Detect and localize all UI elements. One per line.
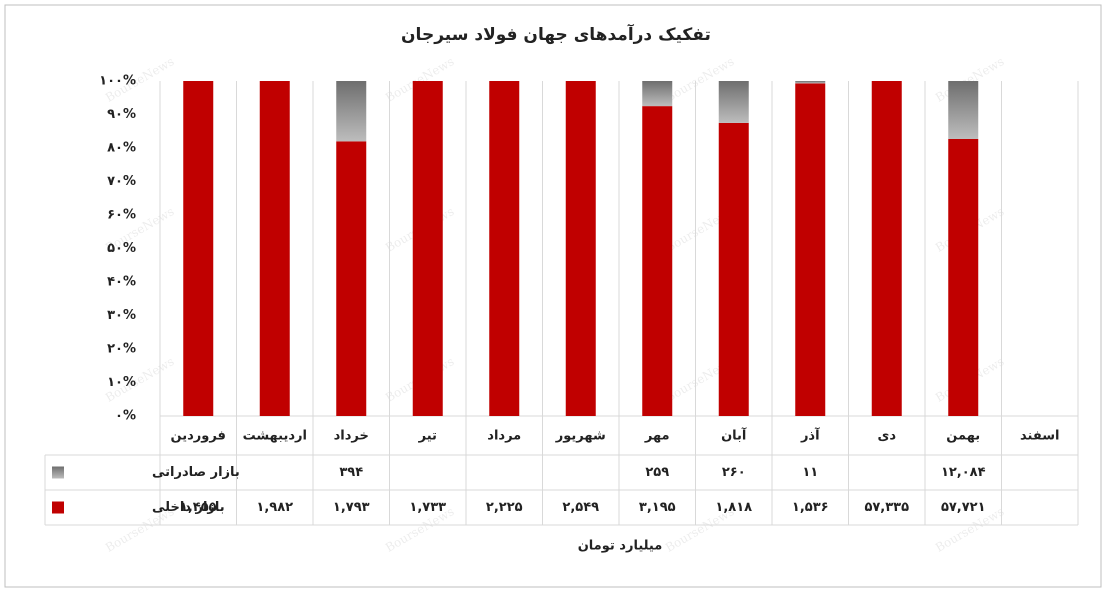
table-value: ۲,۲۲۵ xyxy=(486,500,523,515)
bar-segment xyxy=(183,81,214,416)
y-tick-label: ۷۰% xyxy=(107,174,136,189)
bar-segment xyxy=(948,81,979,139)
bar-segment xyxy=(336,141,367,416)
bar-segment xyxy=(336,81,367,142)
table-value: ۱,۷۹۳ xyxy=(333,500,370,515)
table-value: ۱۲,۰۸۴ xyxy=(941,465,986,480)
y-tick-label: ۱۰۰% xyxy=(99,74,136,89)
axis-title: میلیارد تومان xyxy=(578,539,663,554)
table-value: ۱,۵۳۶ xyxy=(792,500,829,515)
x-tick-label: بهمن xyxy=(946,429,980,444)
bar-segment xyxy=(948,138,979,416)
x-tick-label: مرداد xyxy=(487,429,521,444)
x-tick-label: مهر xyxy=(644,429,670,444)
y-tick-label: ۰% xyxy=(115,409,136,424)
bar-segment xyxy=(795,81,826,84)
y-tick-label: ۸۰% xyxy=(107,141,136,156)
bar-segment xyxy=(718,81,749,123)
bar-segment xyxy=(871,81,902,416)
x-tick-label: فروردین xyxy=(171,429,226,444)
x-tick-label: خرداد xyxy=(334,429,369,444)
x-tick-label: شهریور xyxy=(555,429,606,444)
table-value: ۲,۵۴۹ xyxy=(562,500,599,515)
x-tick-label: اسفند xyxy=(1020,429,1059,444)
bar-segment xyxy=(259,81,290,416)
x-tick-label: دی xyxy=(877,429,896,444)
y-tick-label: ۲۰% xyxy=(107,342,136,357)
bar-segment xyxy=(489,81,520,416)
y-tick-label: ۴۰% xyxy=(107,275,136,290)
bar-segment xyxy=(718,122,749,416)
bar-segment xyxy=(642,106,673,416)
legend-swatch xyxy=(52,501,64,514)
legend-label: بازار داخلی xyxy=(152,500,225,515)
table-value: ۱,۷۳۳ xyxy=(409,500,446,515)
table-value: ۱,۹۸۲ xyxy=(256,500,293,515)
bar-segment xyxy=(412,81,443,416)
x-tick-label: اردیبهشت xyxy=(243,429,307,444)
y-tick-label: ۹۰% xyxy=(107,107,136,122)
table-value: ۲۶۰ xyxy=(722,465,746,480)
bar-segment xyxy=(795,83,826,417)
table-value: ۵۷,۳۳۵ xyxy=(864,500,909,515)
legend-label: بازار صادراتی xyxy=(152,465,240,480)
table-value: ۱,۴۵۵ xyxy=(180,500,217,515)
bar-segment xyxy=(565,81,596,416)
table-value: ۲۵۹ xyxy=(645,465,669,480)
x-tick-label: تیر xyxy=(418,429,437,444)
x-tick-label: آبان xyxy=(721,427,747,444)
x-tick-label: آذر xyxy=(800,427,820,444)
chart-title: تفکیک درآمدهای جهان فولاد سیرجان xyxy=(401,23,711,45)
table-value: ۱۱ xyxy=(802,465,818,480)
table-value: ۱,۸۱۸ xyxy=(715,500,752,515)
y-tick-label: ۵۰% xyxy=(107,241,136,256)
y-tick-label: ۱۰% xyxy=(107,375,136,390)
table-value: ۵۷,۷۲۱ xyxy=(941,500,986,515)
legend-swatch xyxy=(52,466,64,479)
y-tick-label: ۳۰% xyxy=(107,308,136,323)
table-value: ۳۹۴ xyxy=(339,465,363,480)
y-tick-label: ۶۰% xyxy=(107,208,136,223)
table-value: ۳,۱۹۵ xyxy=(639,500,676,515)
bar-segment xyxy=(642,81,673,107)
